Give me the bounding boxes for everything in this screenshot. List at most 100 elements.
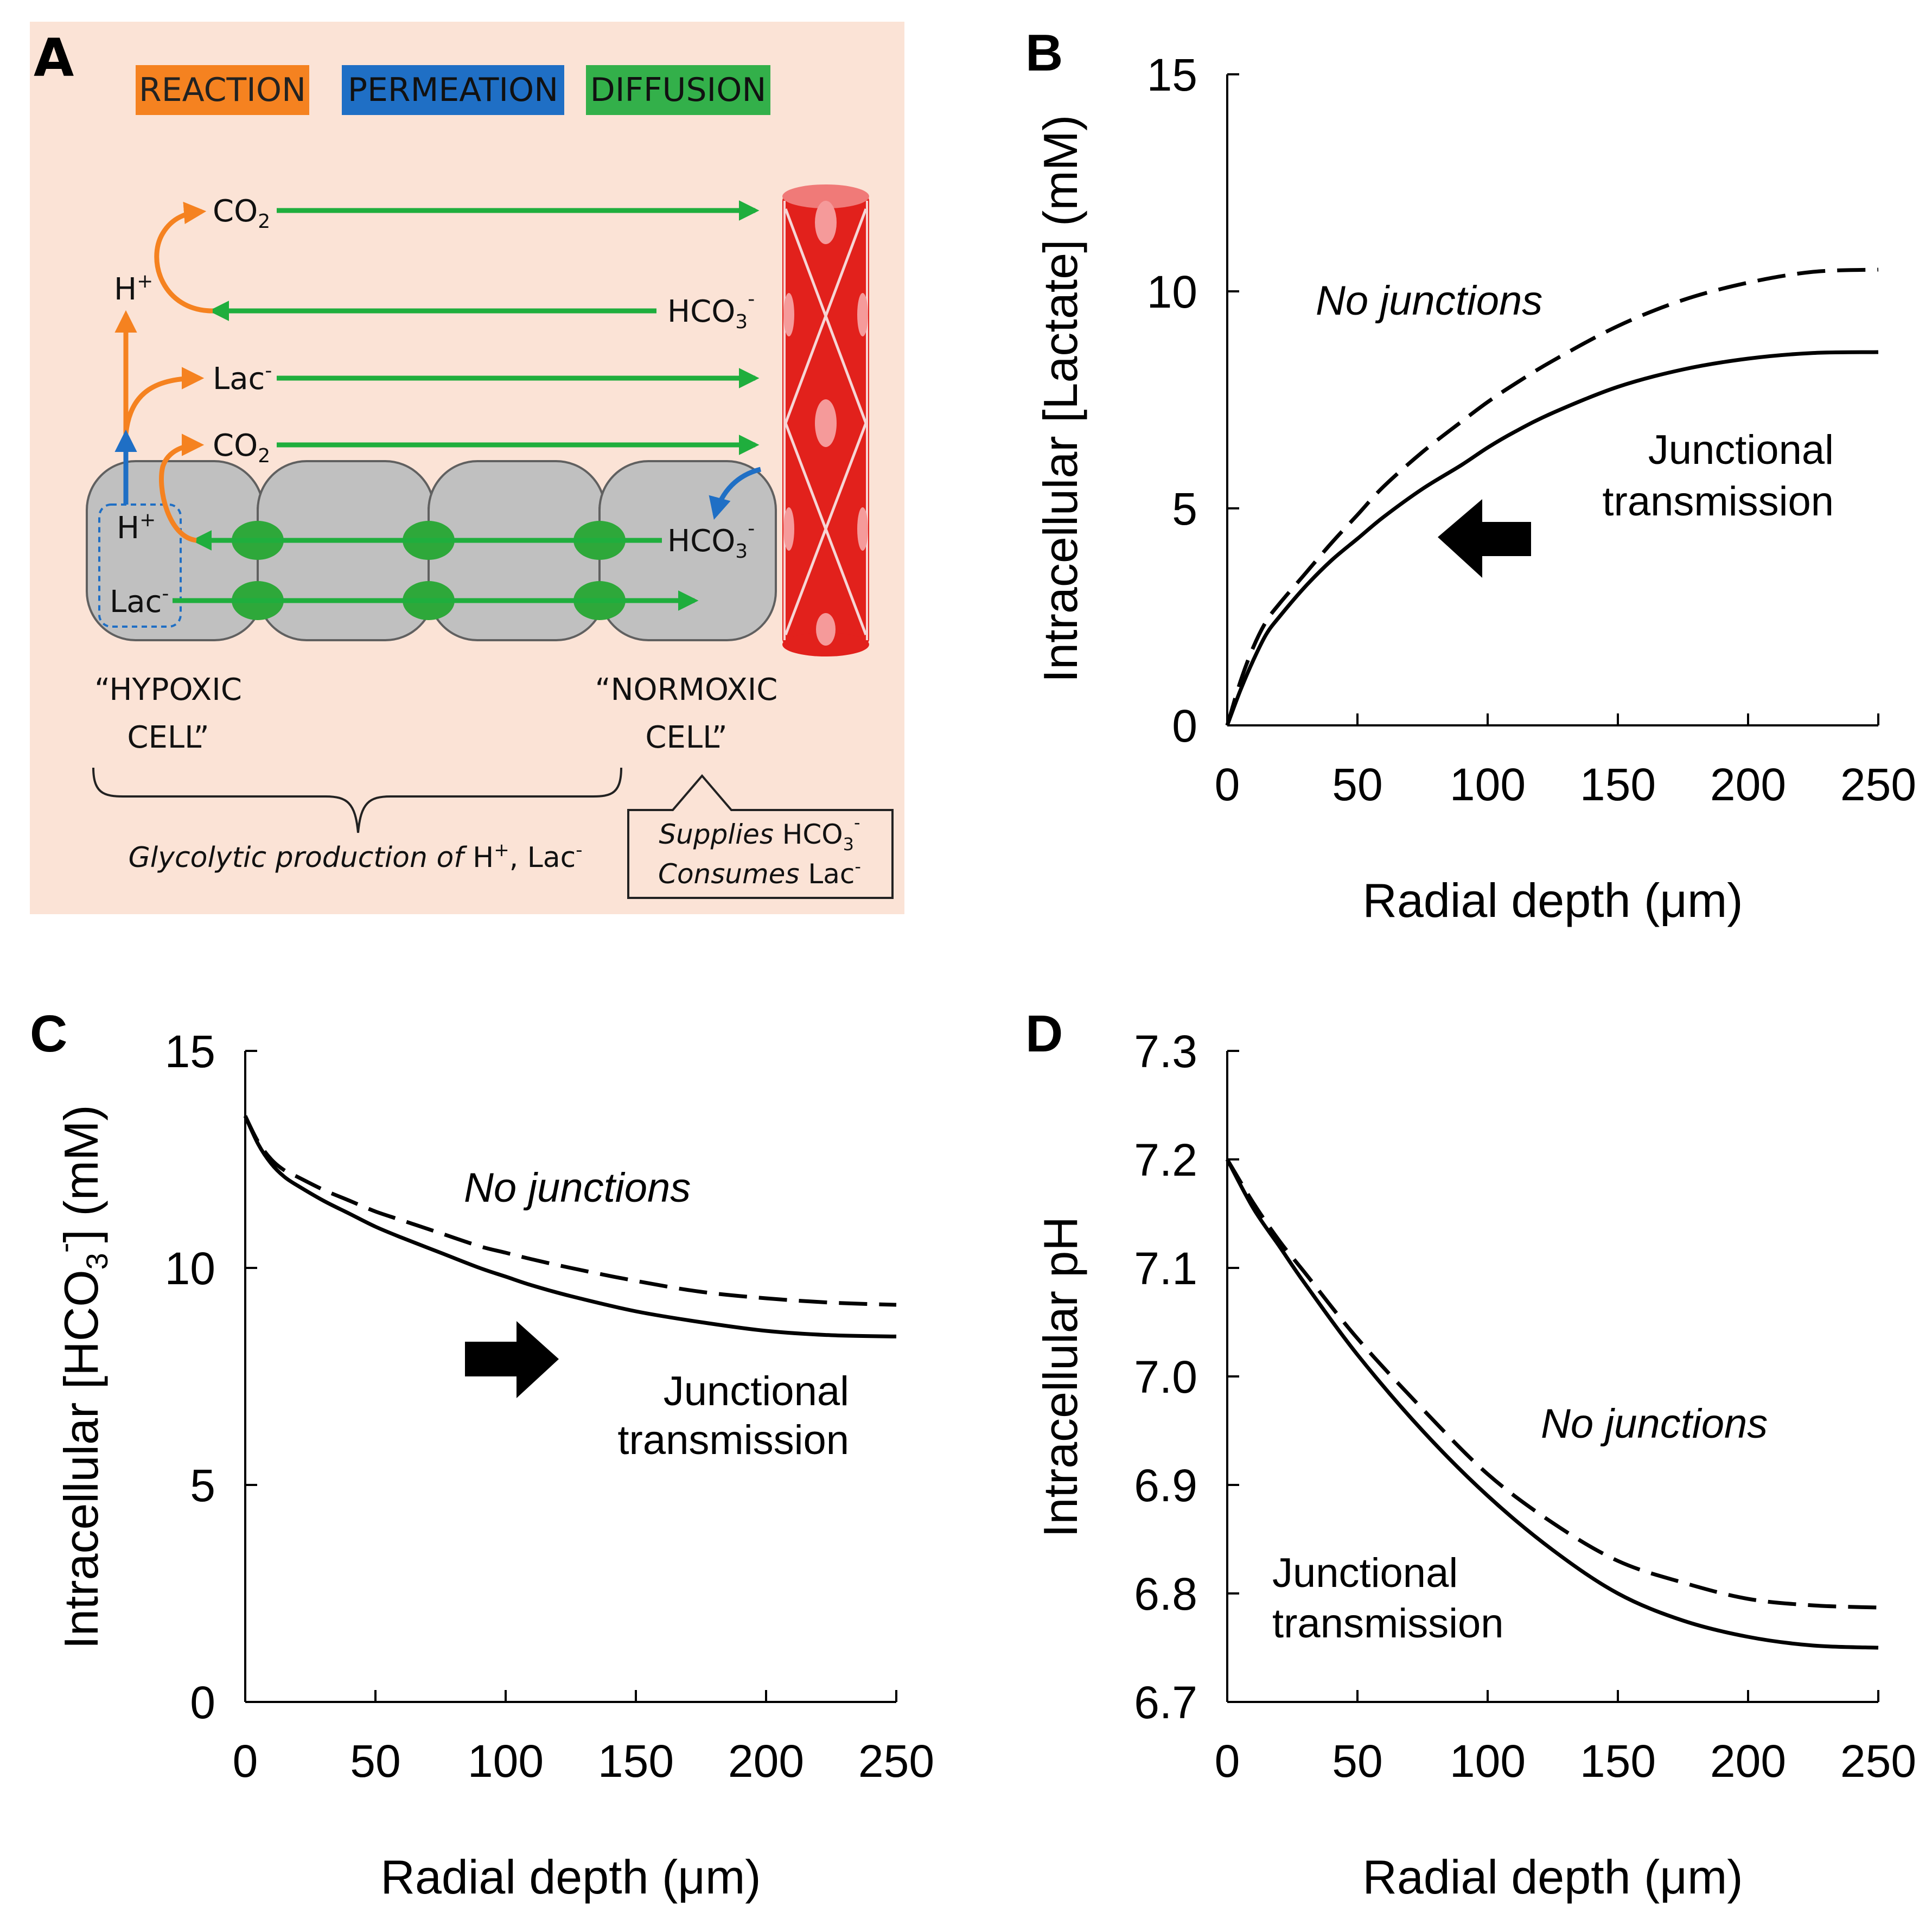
- series-line-junctional-transmission: [243, 1115, 897, 1338]
- label-hco3-top: HCO3-: [667, 288, 755, 333]
- label-hco3-cell: HCO3-: [667, 518, 755, 563]
- y-tick-label: 10: [165, 1243, 215, 1294]
- panel-c-shift-arrow-icon: [465, 1321, 559, 1398]
- vessel-spot: [815, 201, 837, 244]
- panel-d-ph-chart: D 0 50 100 150 200 250 6.7 6.8 6.9 7.0 7.1 7.2 7.3 R…: [1025, 1005, 1916, 1904]
- label-h-cell: H+: [117, 509, 156, 546]
- panel-a-letter: A: [34, 28, 74, 88]
- glycolytic-brace: [92, 767, 622, 833]
- panel-d-series: [1225, 1158, 1879, 1650]
- y-tick-label: 5: [1172, 483, 1197, 534]
- label-lac-top: Lac-: [213, 360, 272, 397]
- legend: REACTION PERMEATION DIFFUSION: [136, 65, 770, 115]
- reaction-arrow-hco3-to-h: [154, 201, 213, 314]
- y-tick-label: 6.8: [1134, 1568, 1197, 1619]
- x-tick-label: 100: [468, 1736, 544, 1787]
- series-line-no-junctions: [243, 1115, 897, 1307]
- panel-b-lactate-chart: B 0 50 100 150 200 250 0 5 10 15 Radial depth (μm…: [1025, 24, 1916, 927]
- vessel-lattice: [784, 208, 868, 635]
- panel-c-bicarbonate-chart: C 0 50 100 150 200 250 0 5 10 15 Radial depth (μm…: [30, 1005, 934, 1904]
- label-lac-cell: Lac-: [110, 583, 169, 620]
- panel-d-annotation-junctional-line2: transmission: [1272, 1600, 1504, 1647]
- x-tick-label: 50: [1332, 759, 1382, 810]
- label-co2-top: CO2: [213, 194, 270, 233]
- panel-c-letter: C: [30, 1005, 67, 1063]
- x-tick-label: 200: [728, 1736, 804, 1787]
- reaction-arrow-h-to-lac: [123, 367, 205, 435]
- legend-permeation-label: PERMEATION: [348, 71, 558, 109]
- legend-reaction-label: REACTION: [139, 71, 306, 109]
- panel-d-annotation-no-junctions: No junctions: [1541, 1401, 1768, 1447]
- vessel-spot: [857, 293, 868, 336]
- x-tick-label: 200: [1710, 1736, 1786, 1787]
- blood-vessel: [782, 184, 869, 656]
- panel-b-axes: [1226, 74, 1878, 726]
- panel-b-xlabel: Radial depth (μm): [1362, 873, 1743, 927]
- x-tick-label: 150: [1580, 1736, 1656, 1787]
- hypoxic-caption-line1: “HYPOXIC: [94, 672, 242, 707]
- vessel-spot: [816, 613, 836, 646]
- legend-diffusion-label: DIFFUSION: [590, 71, 767, 109]
- y-tick-label: 15: [1147, 49, 1197, 100]
- panel-c-ticks: 0 50 100 150 200 250 0 5 10 15: [165, 1026, 935, 1787]
- x-tick-label: 250: [1840, 759, 1916, 810]
- normoxic-caption-line1: “NORMOXIC: [595, 672, 778, 707]
- y-tick-label: 15: [165, 1026, 215, 1077]
- vessel-spot: [815, 399, 837, 447]
- panel-b-letter: B: [1025, 24, 1063, 82]
- label-co2-bottom: CO2: [213, 428, 270, 467]
- panel-c-annotation-no-junctions: No junctions: [464, 1165, 691, 1211]
- x-tick-label: 150: [1580, 759, 1656, 810]
- x-tick-label: 0: [233, 1736, 258, 1787]
- legend-permeation-swatch: [342, 65, 564, 115]
- panel-b-annotation-no-junctions: No junctions: [1316, 278, 1542, 324]
- y-tick-label: 7.2: [1134, 1134, 1197, 1185]
- panel-d-ticks: 0 50 100 150 200 250 6.7 6.8 6.9 7.0 7.1 7.2 7.3: [1134, 1026, 1916, 1787]
- panel-c-axes: [244, 1051, 896, 1703]
- panel-c-series: [243, 1115, 897, 1338]
- panel-b-series: [1225, 267, 1879, 726]
- vessel-top: [782, 184, 869, 208]
- x-tick-label: 250: [858, 1736, 934, 1787]
- panel-b-shift-arrow-icon: [1438, 499, 1531, 578]
- x-tick-label: 100: [1450, 1736, 1526, 1787]
- vessel-spot: [857, 507, 868, 551]
- panel-d-xlabel: Radial depth (μm): [1362, 1850, 1743, 1904]
- callout-consumes: Consumes Lac-: [658, 856, 861, 890]
- legend-reaction-swatch: [136, 65, 309, 115]
- reaction-arrow-cell-co2: [159, 433, 205, 543]
- x-tick-label: 0: [1215, 759, 1240, 810]
- series-line-no-junctions: [1226, 1158, 1879, 1610]
- series-line-junctional-transmission: [1225, 1158, 1879, 1650]
- panel-d-ylabel: Intracellular pH: [1034, 1216, 1087, 1538]
- normoxic-caption-line2: CELL”: [645, 720, 727, 755]
- glycolytic-caption: Glycolytic production of H+, Lac-: [128, 839, 582, 874]
- panel-d-letter: D: [1025, 1005, 1063, 1063]
- callout-supplies: Supplies HCO3-: [659, 812, 860, 855]
- x-tick-label: 0: [1215, 1736, 1240, 1787]
- y-tick-label: 0: [190, 1677, 215, 1728]
- y-tick-label: 5: [190, 1460, 215, 1511]
- x-tick-label: 50: [350, 1736, 400, 1787]
- y-tick-label: 7.1: [1134, 1243, 1197, 1294]
- x-tick-label: 150: [598, 1736, 674, 1787]
- panel-a-schematic: A REACTION PERMEATION DIFFUSION: [30, 22, 904, 914]
- panel-b-ticks: 0 50 100 150 200 250 0 5 10 15: [1147, 49, 1917, 810]
- y-tick-label: 7.3: [1134, 1026, 1197, 1077]
- permeation-arrow-hco3: [709, 467, 762, 520]
- label-h-top: H+: [114, 270, 153, 307]
- normoxic-callout: [627, 774, 894, 899]
- panel-b-ylabel: Intracellular [Lactate] (mM): [1034, 115, 1087, 683]
- panel-c-xlabel: Radial depth (μm): [380, 1850, 761, 1904]
- x-tick-label: 100: [1450, 759, 1526, 810]
- panel-b-annotation-junctional-line2: transmission: [1602, 479, 1834, 525]
- panel-c-annotation-junctional-line1: Junctional: [664, 1368, 849, 1414]
- panel-b-annotation-junctional-line1: Junctional: [1648, 427, 1834, 473]
- legend-diffusion-swatch: [586, 65, 770, 115]
- x-tick-label: 50: [1332, 1736, 1382, 1787]
- panel-d-annotation-junctional-line1: Junctional: [1272, 1550, 1458, 1596]
- series-line-junctional-transmission: [1225, 350, 1879, 726]
- panel-c-ylabel: Intracellular [HCO3-] (mM): [47, 1105, 114, 1649]
- hypoxic-caption-line2: CELL”: [127, 720, 209, 755]
